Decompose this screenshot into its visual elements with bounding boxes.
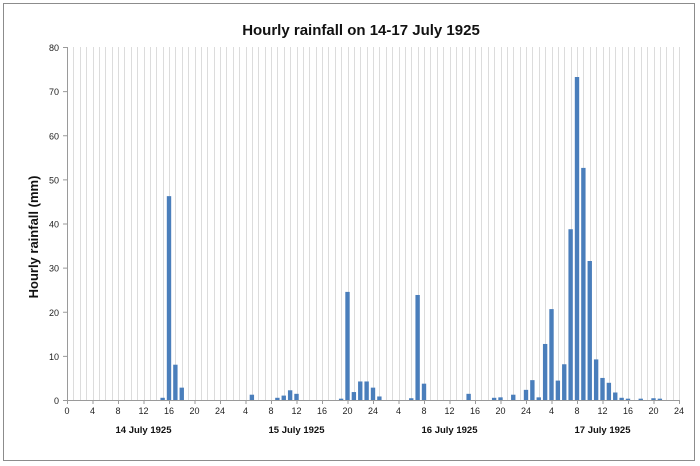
x-tick-label: 8: [421, 406, 426, 416]
x-tick-label: 16: [317, 406, 327, 416]
bar: [466, 393, 471, 400]
y-tick-label: 50: [49, 175, 59, 185]
bar: [415, 294, 420, 400]
bar: [651, 398, 656, 400]
bars: [160, 77, 663, 400]
y-axis-label: Hourly rainfall (mm): [26, 176, 41, 299]
bar: [536, 397, 541, 400]
day-label: 16 July 1925: [422, 425, 479, 436]
bar: [345, 291, 350, 400]
bar: [587, 261, 592, 400]
x-tick-label: 16: [470, 406, 480, 416]
x-ticks: 0 4 8 12 16 20 24 4 8 12 16 20 24 4 8 12 16 20 24 4 8 12 16 20 2…: [64, 400, 684, 416]
x-tick-label: 20: [189, 406, 199, 416]
bar: [421, 383, 427, 400]
x-tick-label: 16: [164, 406, 174, 416]
y-ticks: 0 10 20 30 40 50 60 70 80: [49, 43, 67, 406]
bar: [555, 380, 561, 400]
bar: [511, 394, 516, 400]
bar: [568, 229, 573, 400]
bar: [530, 380, 535, 400]
bar: [619, 397, 624, 400]
bar: [498, 397, 503, 400]
bar: [358, 381, 363, 400]
bar: [491, 397, 497, 400]
bar: [625, 398, 631, 400]
day-label: 14 July 1925: [116, 425, 173, 436]
x-tick-label: 0: [64, 406, 69, 416]
y-tick-label: 20: [49, 308, 59, 318]
x-tick-label: 20: [342, 406, 352, 416]
bar: [600, 377, 605, 400]
x-tick-label: 12: [597, 406, 607, 416]
bar: [287, 390, 293, 400]
bar: [542, 343, 548, 400]
bar: [523, 389, 529, 400]
bar: [294, 393, 299, 400]
x-tick-label: 12: [291, 406, 301, 416]
bar: [166, 196, 172, 400]
y-tick-label: 80: [49, 43, 59, 53]
chart-title: Hourly rainfall on 14-17 July 1925: [242, 22, 480, 39]
bar: [364, 381, 369, 400]
y-tick-label: 60: [49, 131, 59, 141]
day-labels: 14 July 1925 15 July 1925 16 July 1925 17 J…: [116, 425, 632, 436]
bar: [370, 387, 376, 400]
day-label: 17 July 1925: [575, 425, 632, 436]
x-tick-label: 4: [396, 406, 401, 416]
bar: [409, 398, 414, 400]
bar: [562, 364, 567, 400]
x-tick-label: 16: [623, 406, 633, 416]
y-tick-label: 30: [49, 264, 59, 274]
bar: [249, 394, 255, 400]
x-tick-label: 8: [268, 406, 273, 416]
x-tick-label: 12: [444, 406, 454, 416]
bar: [160, 397, 165, 400]
bar: [549, 309, 554, 400]
x-tick-label: 20: [495, 406, 505, 416]
x-tick-label: 24: [368, 406, 378, 416]
bar: [281, 395, 286, 400]
bar: [351, 392, 357, 400]
y-tick-label: 70: [49, 87, 59, 97]
x-tick-label: 8: [574, 406, 579, 416]
bar: [606, 382, 612, 400]
bar: [179, 387, 184, 400]
bar: [657, 398, 663, 400]
x-tick-label: 4: [90, 406, 95, 416]
y-tick-label: 10: [49, 352, 59, 362]
bar: [173, 364, 178, 400]
bar: [275, 397, 280, 400]
x-tick-label: 24: [521, 406, 531, 416]
x-tick-label: 20: [648, 406, 658, 416]
bar: [638, 398, 643, 400]
x-tick-label: 4: [243, 406, 248, 416]
y-tick-label: 0: [54, 396, 59, 406]
x-tick-label: 4: [549, 406, 554, 416]
x-tick-label: 12: [138, 406, 148, 416]
x-tick-label: 24: [215, 406, 225, 416]
bar: [581, 167, 586, 400]
bar: [338, 398, 344, 400]
day-label: 15 July 1925: [269, 425, 326, 436]
bar: [377, 396, 382, 400]
bar: [613, 392, 618, 400]
x-tick-label: 24: [674, 406, 684, 416]
bar: [593, 359, 599, 400]
bar: [574, 77, 580, 400]
y-tick-label: 40: [49, 220, 59, 230]
x-tick-label: 8: [115, 406, 120, 416]
